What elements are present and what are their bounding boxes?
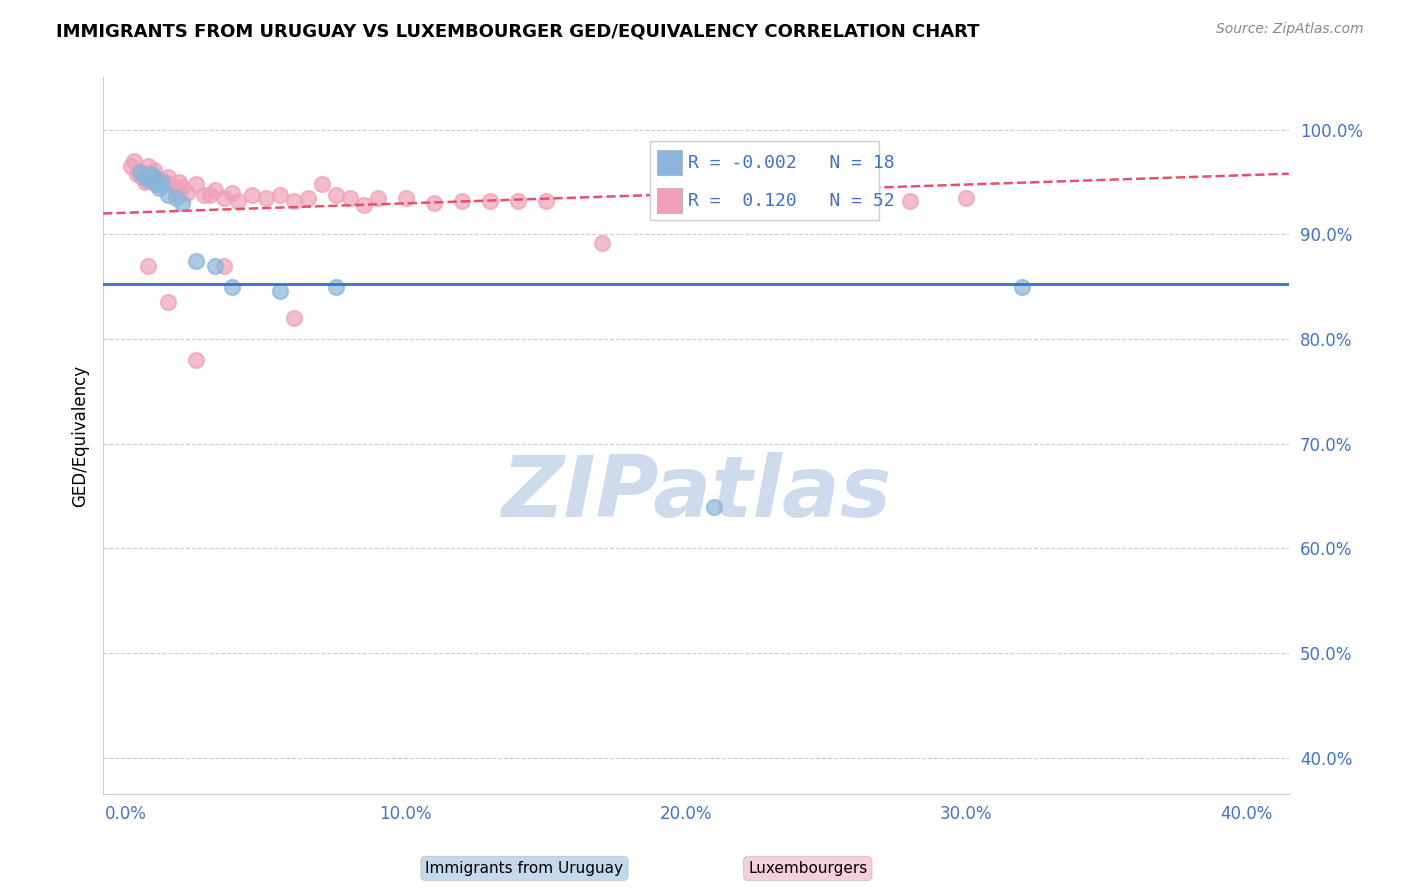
Point (534, 194, 557, 208)
Point (142, 169, 165, 184)
Text: Immigrants from Uruguay: Immigrants from Uruguay (426, 861, 623, 876)
Text: IMMIGRANTS FROM URUGUAY VS LUXEMBOURGER GED/EQUIVALENCY CORRELATION CHART: IMMIGRANTS FROM URUGUAY VS LUXEMBOURGER … (56, 22, 980, 40)
Point (145, 177, 167, 191)
Point (128, 164, 150, 178)
Point (955, 191, 977, 205)
Point (159, 177, 181, 191)
Point (170, 196, 193, 211)
Point (1011, 279, 1033, 293)
Point (148, 177, 170, 191)
Point (145, 169, 167, 184)
Point (150, 175, 173, 189)
Point (176, 186, 198, 200)
Point (156, 169, 179, 184)
Point (139, 167, 162, 181)
Point (184, 253, 207, 268)
Point (136, 173, 159, 187)
Point (212, 259, 235, 273)
Point (898, 194, 921, 208)
Point (134, 169, 156, 184)
Point (139, 167, 162, 181)
Point (647, 194, 669, 208)
Point (131, 169, 153, 184)
Text: R =  0.120   N = 52: R = 0.120 N = 52 (688, 192, 894, 210)
Point (128, 164, 150, 178)
Point (478, 194, 501, 208)
Point (269, 187, 291, 202)
Point (325, 187, 347, 202)
Point (226, 194, 249, 208)
Point (703, 500, 725, 514)
Point (353, 198, 375, 212)
Point (184, 353, 207, 368)
Point (156, 187, 179, 202)
Point (591, 235, 613, 250)
Point (142, 162, 165, 177)
Point (170, 180, 193, 194)
Point (198, 187, 221, 202)
Text: Source: ZipAtlas.com: Source: ZipAtlas.com (1216, 22, 1364, 37)
Point (339, 191, 361, 205)
Point (148, 181, 170, 195)
Point (184, 177, 207, 191)
Point (212, 191, 235, 205)
Point (283, 194, 305, 208)
Text: Luxembourgers: Luxembourgers (748, 861, 868, 876)
Point (367, 191, 389, 205)
Point (283, 311, 305, 326)
Point (136, 259, 159, 273)
Point (395, 191, 418, 205)
Point (167, 175, 190, 189)
Point (134, 175, 156, 189)
Point (731, 186, 754, 200)
Point (125, 167, 148, 181)
Point (204, 184, 226, 198)
Point (423, 196, 446, 211)
Point (193, 187, 215, 202)
Point (150, 173, 173, 187)
Point (269, 284, 291, 298)
Point (221, 186, 243, 200)
Point (156, 295, 179, 310)
Point (165, 184, 187, 198)
Point (221, 279, 243, 293)
Point (297, 191, 319, 205)
Point (254, 191, 277, 205)
Point (240, 187, 263, 202)
Y-axis label: GED/Equivalency: GED/Equivalency (72, 365, 89, 507)
Point (120, 160, 142, 174)
Point (311, 177, 333, 191)
Point (204, 259, 226, 273)
Point (122, 154, 145, 169)
Text: ZIPatlas: ZIPatlas (501, 451, 891, 535)
Point (506, 194, 529, 208)
Point (136, 160, 159, 174)
Point (815, 191, 838, 205)
Text: R = -0.002   N = 18: R = -0.002 N = 18 (688, 153, 894, 172)
Point (451, 194, 474, 208)
Point (165, 191, 187, 205)
Point (325, 279, 347, 293)
